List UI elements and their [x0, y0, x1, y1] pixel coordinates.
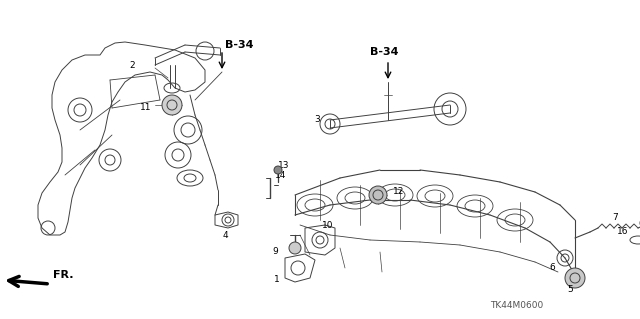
Text: 5: 5 — [567, 286, 573, 294]
Text: 14: 14 — [275, 170, 286, 180]
Text: 2: 2 — [129, 61, 135, 70]
Text: FR.: FR. — [53, 270, 74, 280]
Text: TK44M0600: TK44M0600 — [490, 300, 543, 309]
Text: B-34: B-34 — [370, 47, 399, 57]
Circle shape — [274, 166, 282, 174]
Text: B-34: B-34 — [225, 40, 253, 50]
Circle shape — [369, 186, 387, 204]
Text: 10: 10 — [322, 220, 333, 229]
Text: 11: 11 — [140, 103, 152, 113]
Text: 13: 13 — [278, 160, 289, 169]
Circle shape — [565, 268, 585, 288]
Text: 3: 3 — [314, 115, 320, 124]
Text: 16: 16 — [616, 227, 628, 236]
Circle shape — [289, 242, 301, 254]
Text: 1: 1 — [275, 276, 280, 285]
Text: 6: 6 — [549, 263, 555, 272]
Circle shape — [162, 95, 182, 115]
Text: 9: 9 — [272, 248, 278, 256]
Text: 4: 4 — [222, 231, 228, 240]
Text: 7: 7 — [612, 213, 618, 222]
Text: 12: 12 — [393, 188, 404, 197]
